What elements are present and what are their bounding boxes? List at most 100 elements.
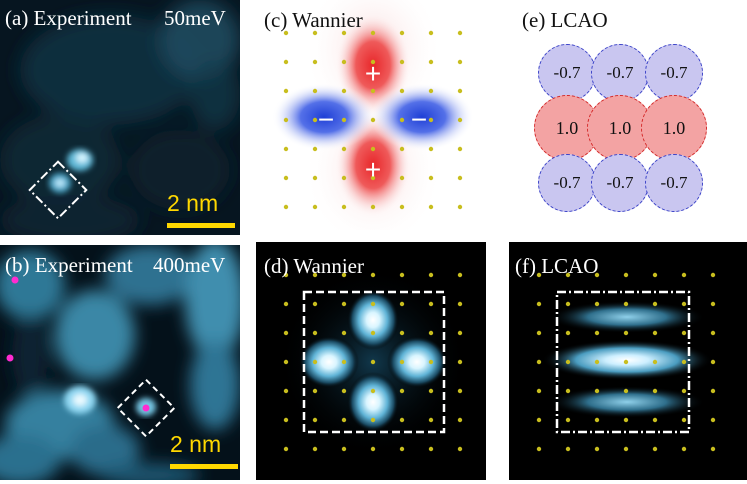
lattice-dot	[623, 272, 629, 278]
lattice-dot	[623, 301, 629, 307]
density-band-middle	[542, 340, 712, 380]
lattice-dot	[565, 359, 571, 365]
lattice-dot	[428, 59, 434, 65]
lattice-dot	[710, 272, 716, 278]
lattice-dot	[312, 359, 318, 365]
magenta-dot-icon	[142, 404, 150, 412]
selection-box-a	[28, 160, 88, 220]
magenta-dot-icon	[11, 276, 19, 284]
lattice-dot	[399, 117, 405, 123]
lattice-dot	[652, 446, 658, 452]
lattice-dot	[710, 388, 716, 394]
minus-sign-right: −	[410, 104, 428, 135]
lattice-dot	[681, 359, 687, 365]
lattice-dot	[341, 59, 347, 65]
negative-lobe-right	[370, 83, 474, 151]
lattice-dot	[370, 59, 376, 65]
lattice-dot	[428, 446, 434, 452]
lattice-dot	[370, 330, 376, 336]
wannier-density-map	[256, 242, 486, 480]
lattice-dot	[428, 272, 434, 278]
lattice-dot	[283, 417, 289, 423]
lattice-dot	[457, 359, 463, 365]
panel-f-title: (f) LCAO	[515, 254, 599, 278]
lattice-dot	[399, 272, 405, 278]
coefficient-circle: -0.7	[645, 44, 703, 102]
lattice-dots	[283, 272, 463, 452]
lattice-dot	[594, 330, 600, 336]
lattice-dot	[370, 146, 376, 152]
lattice-dot	[370, 204, 376, 210]
lattice-dot	[594, 388, 600, 394]
coefficient-circle: 1.0	[587, 95, 653, 161]
lattice-dot	[457, 388, 463, 394]
lattice-dot	[536, 301, 542, 307]
lattice-dot	[594, 272, 600, 278]
lattice-dot	[710, 301, 716, 307]
lattice-dot	[341, 146, 347, 152]
lattice-dot	[399, 59, 405, 65]
coefficient-circle: -0.7	[538, 154, 596, 212]
panel-d-wannier-density: (d) Wannier	[256, 242, 486, 480]
lattice-dot	[457, 146, 463, 152]
lattice-dot	[594, 417, 600, 423]
lattice-dot	[594, 359, 600, 365]
lattice-dot	[312, 88, 318, 94]
lattice-dot	[428, 417, 434, 423]
coefficient-circle: 1.0	[641, 95, 707, 161]
density-band-top	[549, 301, 705, 333]
lattice-dot	[370, 301, 376, 307]
lattice-dot	[457, 30, 463, 36]
panel-e-lcao-coefficients: (e) LCAO -0.7 -0.7 -0.7 1.0 1.0 1.0 -0.7…	[510, 0, 747, 232]
lattice-dot	[399, 204, 405, 210]
lattice-dot	[457, 330, 463, 336]
lattice-dot	[341, 417, 347, 423]
lattice-dot	[594, 446, 600, 452]
lattice-dot	[341, 175, 347, 181]
lattice-dot	[341, 88, 347, 94]
lattice-dot	[710, 330, 716, 336]
selection-box-d	[302, 290, 446, 434]
lattice-dot	[652, 330, 658, 336]
lattice-dot	[399, 359, 405, 365]
lattice-dot	[283, 175, 289, 181]
density-lobe-right	[387, 336, 447, 388]
lattice-dot	[341, 359, 347, 365]
coefficient-circle: -0.7	[591, 44, 649, 102]
negative-lobe-left	[272, 83, 376, 151]
lattice-dot	[623, 359, 629, 365]
lattice-dot	[370, 88, 376, 94]
coefficient-circle: -0.7	[591, 154, 649, 212]
lattice-dot	[283, 59, 289, 65]
lattice-dot	[536, 417, 542, 423]
lattice-dot	[652, 417, 658, 423]
lattice-dot	[399, 417, 405, 423]
lattice-dot	[341, 30, 347, 36]
lattice-dot	[312, 446, 318, 452]
lattice-dot	[312, 175, 318, 181]
lattice-dot	[341, 388, 347, 394]
lattice-dot	[283, 301, 289, 307]
coefficient-circle: -0.7	[645, 154, 703, 212]
lattice-dot	[370, 446, 376, 452]
lattice-dot	[536, 446, 542, 452]
panel-b-title: (b) Experiment	[5, 253, 133, 277]
lattice-dot	[370, 388, 376, 394]
lattice-dot	[457, 446, 463, 452]
lattice-dot	[710, 446, 716, 452]
lattice-dot	[623, 417, 629, 423]
wannier-sign-map	[256, 0, 486, 230]
panel-a-experiment-50mev: (a) Experiment 50meV 2 nm	[0, 0, 240, 235]
panel-f-lcao-density: (f) LCAO	[509, 242, 747, 480]
lattice-dot	[370, 417, 376, 423]
lattice-dots	[536, 272, 716, 452]
lattice-dot	[428, 359, 434, 365]
lattice-dot	[428, 301, 434, 307]
lcao-density-map	[509, 242, 747, 480]
lattice-dot	[681, 446, 687, 452]
lattice-dot	[681, 417, 687, 423]
panel-a-scale-label: 2 nm	[167, 190, 219, 216]
lattice-dot	[652, 359, 658, 365]
lattice-dot	[283, 359, 289, 365]
panel-a-scale-bar	[167, 223, 235, 228]
